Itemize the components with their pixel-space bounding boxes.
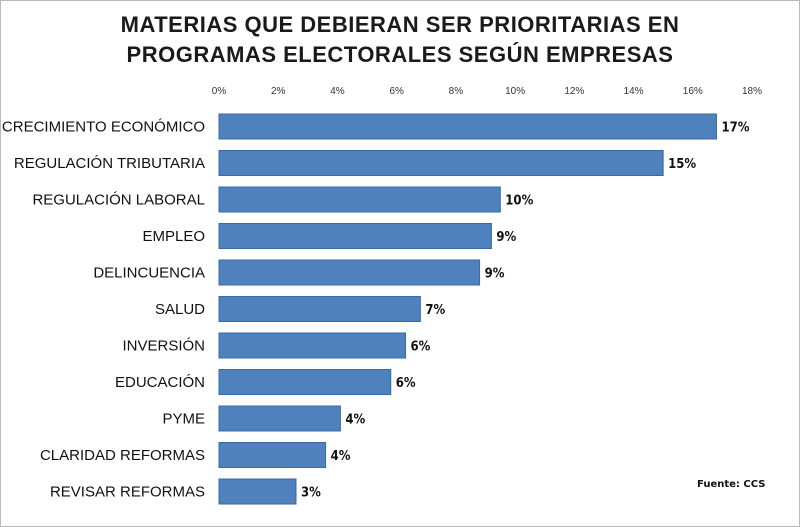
bar: [219, 187, 500, 212]
x-tick-label: 8%: [449, 86, 464, 97]
bar: [219, 406, 340, 431]
value-label: 9%: [496, 230, 516, 245]
x-tick-label: 6%: [389, 86, 404, 97]
value-label: 4%: [331, 449, 351, 464]
value-label: 4%: [345, 413, 365, 428]
bar: [219, 114, 716, 139]
bar: [219, 224, 491, 249]
bar: [219, 297, 420, 322]
bar-chart: 0% 2% 4% 6% 8% 10% 12% 14% 16% 18% CRECIMIENTO EC…: [0, 0, 800, 527]
x-tick-label: 4%: [330, 86, 345, 97]
category-label: INVERSIÓN: [122, 338, 205, 355]
value-label: 3%: [301, 486, 321, 501]
bar: [219, 151, 663, 176]
category-label: SALUD: [155, 301, 205, 318]
value-label: 17%: [721, 121, 749, 136]
category-label: EDUCACIÓN: [115, 374, 205, 391]
category-label: CLARIDAD REFORMAS: [40, 447, 205, 464]
category-label: REVISAR REFORMAS: [50, 484, 205, 501]
category-label: CRECIMIENTO ECONÓMICO: [2, 119, 205, 136]
x-tick-label: 2%: [271, 86, 286, 97]
x-tick-label: 12%: [564, 86, 584, 97]
category-label: DELINCUENCIA: [93, 265, 205, 282]
x-tick-label: 18%: [742, 86, 762, 97]
category-labels: CRECIMIENTO ECONÓMICO REGULACIÓN TRIBUTAR…: [2, 119, 205, 501]
value-label: 9%: [485, 267, 505, 282]
value-label: 10%: [505, 194, 533, 209]
bar: [219, 370, 391, 395]
value-label: 15%: [668, 157, 696, 172]
source-note: Fuente: CCS: [697, 479, 765, 490]
category-label: REGULACIÓN TRIBUTARIA: [14, 155, 205, 172]
bar: [219, 443, 326, 468]
category-label: PYME: [162, 411, 205, 428]
bars: [219, 114, 716, 504]
bar: [219, 479, 296, 504]
value-label: 7%: [425, 303, 445, 318]
value-label: 6%: [411, 340, 431, 355]
x-tick-label: 10%: [505, 86, 525, 97]
bar: [219, 333, 406, 358]
category-label: EMPLEO: [142, 228, 205, 245]
value-label: 6%: [396, 376, 416, 391]
x-tick-label: 14%: [624, 86, 644, 97]
bar: [219, 260, 480, 285]
x-tick-label: 16%: [683, 86, 703, 97]
category-label: REGULACIÓN LABORAL: [32, 192, 205, 209]
x-axis-ticks: 0% 2% 4% 6% 8% 10% 12% 14% 16% 18%: [212, 86, 762, 97]
x-tick-label: 0%: [212, 86, 227, 97]
